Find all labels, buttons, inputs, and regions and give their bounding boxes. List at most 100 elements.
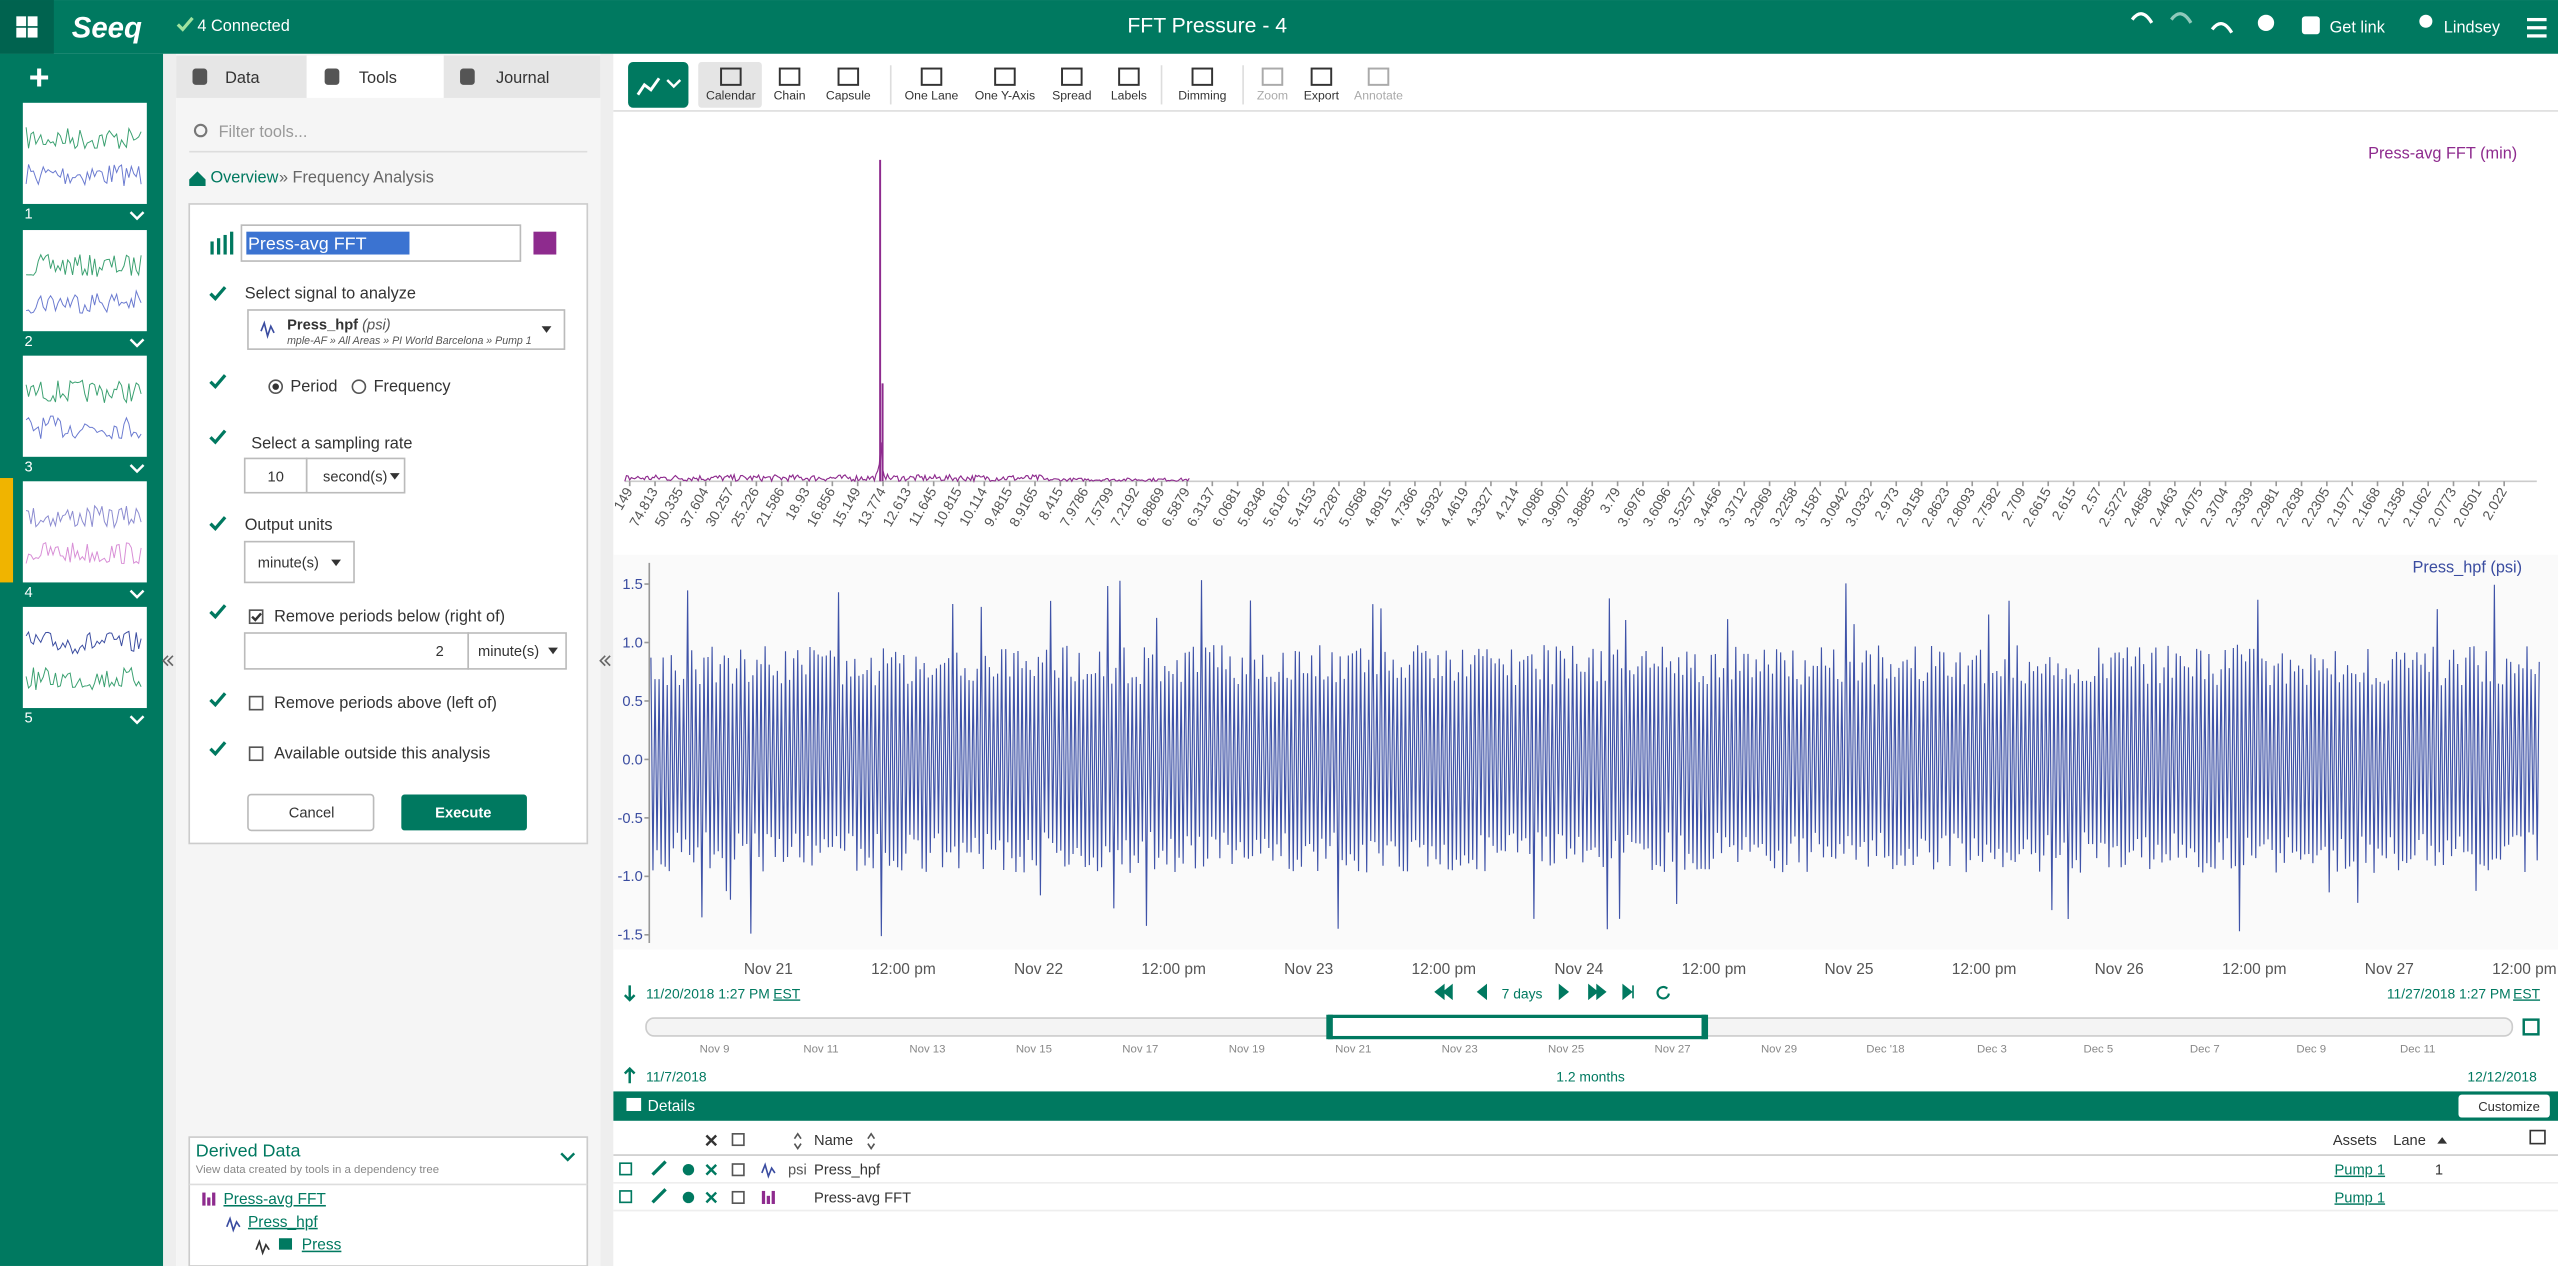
column-name[interactable]: Name bbox=[814, 1133, 853, 1149]
field-label: Select a sampling rate bbox=[251, 435, 412, 453]
checkbox-label: Remove periods above (left of) bbox=[274, 694, 497, 712]
overview-tick-label: Dec '18 bbox=[1866, 1043, 1904, 1055]
row-asset[interactable]: Pump 1 bbox=[2335, 1163, 2386, 1179]
tab-icon bbox=[460, 69, 475, 85]
row-name[interactable]: Press_hpf bbox=[814, 1163, 881, 1179]
range-start[interactable]: 11/20/2018 1:27 PM bbox=[646, 985, 770, 1001]
radio-unchecked[interactable] bbox=[352, 380, 365, 393]
checkbox-unchecked[interactable] bbox=[250, 697, 263, 710]
window-handle[interactable] bbox=[1326, 1015, 1333, 1039]
overview-tick-label: Nov 9 bbox=[700, 1043, 730, 1055]
signal-x-tick-label: 12:00 pm bbox=[1952, 961, 2017, 978]
view-button[interactable] bbox=[628, 62, 688, 108]
signal-y-tick-label: -1.0 bbox=[617, 869, 642, 885]
toolbar-button[interactable]: One Lane bbox=[905, 89, 959, 103]
grid-icon-cell bbox=[28, 16, 38, 26]
details-bar bbox=[613, 1091, 2558, 1120]
info-icon[interactable] bbox=[683, 1192, 694, 1203]
checkbox-unchecked[interactable] bbox=[250, 747, 263, 760]
worksheet-number: 4 bbox=[24, 585, 32, 601]
toolbar-button[interactable]: Chain bbox=[774, 89, 806, 103]
breadcrumb-current: » Frequency Analysis bbox=[279, 169, 434, 187]
radio-label: Period bbox=[290, 378, 337, 396]
worksheet-thumbnail[interactable] bbox=[23, 481, 147, 582]
worksheet-thumbnail[interactable] bbox=[23, 607, 147, 708]
fft-tool-icon bbox=[217, 238, 220, 254]
menu-icon-bar[interactable] bbox=[2527, 34, 2547, 37]
toolbar-button[interactable]: Zoom bbox=[1257, 89, 1288, 103]
signal-x-tick-label: Nov 24 bbox=[1554, 961, 1603, 978]
row-unit: psi bbox=[788, 1163, 807, 1179]
filter-tools-input[interactable]: Filter tools... bbox=[219, 123, 308, 141]
row-lane: 1 bbox=[2435, 1163, 2443, 1179]
overview-end[interactable]: 12/12/2018 bbox=[2467, 1069, 2537, 1085]
toolbar-button[interactable]: Labels bbox=[1111, 89, 1147, 103]
name-value: Press-avg FFT bbox=[248, 234, 367, 254]
toolbar-button[interactable]: One Y-Axis bbox=[975, 89, 1035, 103]
overview-tick-label: Nov 11 bbox=[803, 1043, 838, 1055]
tree-item[interactable]: Press-avg FFT bbox=[223, 1191, 326, 1208]
checkbox-checked[interactable] bbox=[250, 610, 263, 623]
tree-chart-icon bbox=[279, 1238, 292, 1249]
link-icon[interactable] bbox=[2302, 16, 2320, 34]
menu-icon-bar[interactable] bbox=[2527, 26, 2547, 29]
toolbar-button[interactable]: Spread bbox=[1052, 89, 1092, 103]
overview-start[interactable]: 11/7/2018 bbox=[646, 1069, 707, 1085]
signal-lane-label: Press_hpf (psi) bbox=[2413, 559, 2523, 577]
range-end[interactable]: 11/27/2018 1:27 PM bbox=[2387, 985, 2511, 1001]
share-icon[interactable] bbox=[2258, 15, 2274, 31]
toolbar-button[interactable]: Capsule bbox=[826, 89, 871, 103]
info-icon[interactable] bbox=[683, 1164, 694, 1175]
overview-tick-label: Dec 9 bbox=[2296, 1043, 2326, 1055]
output-unit: minute(s) bbox=[258, 556, 319, 572]
range-end-tz[interactable]: EST bbox=[2513, 985, 2540, 1001]
column-lane[interactable]: Lane bbox=[2393, 1133, 2426, 1149]
overview-window[interactable] bbox=[1330, 1016, 1705, 1037]
tree-item[interactable]: Press bbox=[302, 1237, 342, 1254]
tab-label[interactable]: Data bbox=[225, 69, 260, 87]
tab-icon bbox=[193, 69, 208, 85]
worksheet-thumbnail[interactable] bbox=[23, 356, 147, 457]
header-checkbox[interactable] bbox=[732, 1134, 743, 1145]
radio-label: Frequency bbox=[374, 378, 452, 396]
tab-label[interactable]: Tools bbox=[359, 69, 397, 87]
worksheet-thumbnail[interactable] bbox=[23, 230, 147, 331]
window-handle[interactable] bbox=[1702, 1015, 1709, 1039]
overview-tick-label: Nov 29 bbox=[1761, 1043, 1797, 1055]
column-assets[interactable]: Assets bbox=[2333, 1133, 2377, 1149]
range-start-tz[interactable]: EST bbox=[773, 985, 800, 1001]
fft-tool-icon bbox=[230, 232, 233, 255]
fft-icon bbox=[762, 1191, 765, 1204]
cancel-label: Cancel bbox=[289, 805, 335, 821]
row-asset[interactable]: Pump 1 bbox=[2335, 1190, 2386, 1206]
toolbar-button[interactable]: Export bbox=[1304, 89, 1340, 103]
fft-lane-label: Press-avg FFT (min) bbox=[2368, 144, 2517, 162]
overview-tick-label: Nov 27 bbox=[1654, 1043, 1690, 1055]
row-name[interactable]: Press-avg FFT bbox=[814, 1190, 911, 1206]
user-name[interactable]: Lindsey bbox=[2444, 19, 2501, 37]
worksheet-thumbnail[interactable] bbox=[23, 103, 147, 204]
color-picker[interactable] bbox=[533, 232, 556, 255]
overview-tick-label: Nov 13 bbox=[909, 1043, 945, 1055]
breadcrumb-link[interactable]: Overview bbox=[210, 169, 278, 187]
menu-icon-bar[interactable] bbox=[2527, 18, 2547, 21]
app-menu-button[interactable] bbox=[0, 0, 54, 54]
get-link[interactable]: Get link bbox=[2330, 19, 2386, 37]
details-icon bbox=[626, 1098, 641, 1111]
signal-x-tick-label: 12:00 pm bbox=[2222, 961, 2287, 978]
toolbar-button[interactable]: Dimming bbox=[1178, 89, 1226, 103]
signal-x-tick-label: 12:00 pm bbox=[871, 961, 936, 978]
range-duration[interactable]: 7 days bbox=[1502, 985, 1543, 1001]
row-checkbox[interactable] bbox=[732, 1192, 743, 1203]
tree-item[interactable]: Press_hpf bbox=[248, 1214, 318, 1231]
overview-tick-label: Dec 3 bbox=[1977, 1043, 2007, 1055]
fft-tool-icon bbox=[223, 235, 226, 255]
tab-label[interactable]: Journal bbox=[496, 69, 549, 87]
row-checkbox[interactable] bbox=[732, 1164, 743, 1175]
fft-icon bbox=[767, 1196, 770, 1204]
sampling-unit: second(s) bbox=[323, 469, 387, 485]
toolbar-button[interactable]: Annotate bbox=[1354, 89, 1403, 103]
toolbar-button[interactable]: Calendar bbox=[706, 89, 756, 103]
overview-duration[interactable]: 1.2 months bbox=[1556, 1069, 1625, 1085]
